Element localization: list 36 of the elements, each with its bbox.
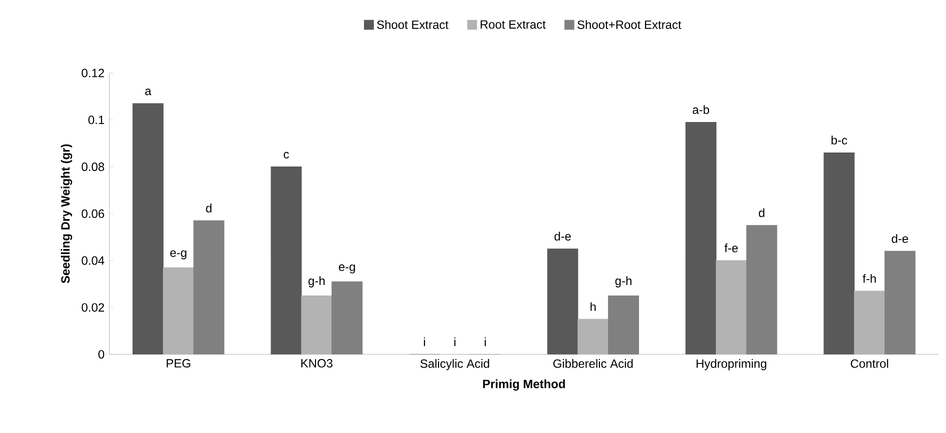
x-tick-label: KNO3 [301,359,332,368]
legend-label: Shoot+Root Extract [578,20,682,29]
annotation: i [424,337,426,346]
x-tick-label: Hydropriming [696,359,766,370]
annotation: a-b [692,105,710,114]
x-tick-label: PEG [166,359,190,368]
annotation: f-e [724,243,738,252]
annotation: d [206,204,212,212]
y-tick-label: 0.12 [82,68,104,78]
x-tick-label: Control [850,359,888,368]
annotation: g-h [615,276,632,288]
annotation: a [145,88,152,96]
y-axis-title: Seedling Dry Weight (gr) [60,144,72,284]
annotation: b-c [832,136,848,144]
annotation: d-e [554,232,571,241]
annotation: c [284,152,289,159]
legend-label: Root Extract [480,20,546,29]
y-tick-label: 0.04 [82,256,104,265]
annotation: i [484,337,486,346]
annotation: e-g [170,250,186,260]
annotation: d-e [892,234,908,243]
annotation: i [454,337,456,346]
annotation: g-h [308,276,325,288]
annotation: d [758,208,764,218]
y-tick-label: 0.08 [82,162,104,172]
y-tick-label: 0 [98,350,104,359]
y-tick-label: 0.02 [82,303,104,312]
annotation: e-g [338,264,355,274]
x-tick-label: Gibberelic Acid [553,359,633,368]
legend-label: Shoot Extract [377,20,448,29]
annotation: h [590,302,596,311]
y-tick-label: 0.06 [82,209,104,218]
y-tick-label: 0.1 [88,116,104,124]
annotation: f-h [862,274,876,283]
x-tick-label: Salicylic Acid [420,359,490,370]
x-axis-title: Primig Method [483,379,565,391]
